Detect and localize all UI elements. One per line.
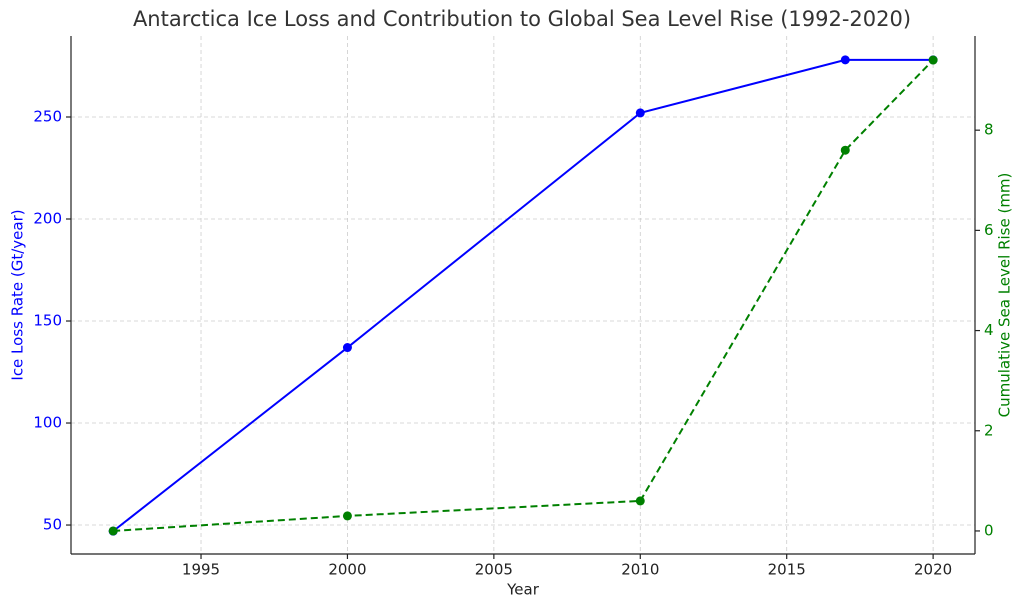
y2-tick-label: 6 bbox=[984, 221, 994, 239]
data-point bbox=[840, 145, 850, 155]
data-point bbox=[635, 496, 645, 506]
y-tick-label: 250 bbox=[33, 107, 62, 125]
y-tick-label: 50 bbox=[43, 516, 62, 534]
x-tick-label: 2010 bbox=[621, 561, 659, 579]
x-tick-label: 2005 bbox=[475, 561, 513, 579]
y2-tick-label: 2 bbox=[984, 421, 994, 439]
x-tick-label: 2015 bbox=[768, 561, 806, 579]
data-point bbox=[928, 55, 938, 65]
y2-axis-label: Cumulative Sea Level Rise (mm) bbox=[996, 173, 1014, 418]
data-point bbox=[342, 511, 352, 521]
y-tick-label: 150 bbox=[33, 312, 62, 330]
y-tick-label: 100 bbox=[33, 414, 62, 432]
data-point bbox=[108, 526, 118, 536]
x-tick-label: 2000 bbox=[328, 561, 366, 579]
data-point bbox=[635, 108, 645, 118]
y2-tick-label: 4 bbox=[984, 321, 994, 339]
y-axis-label: Ice Loss Rate (Gt/year) bbox=[9, 209, 27, 380]
data-point bbox=[342, 343, 352, 353]
y2-tick-label: 0 bbox=[984, 521, 994, 539]
series-line bbox=[112, 58, 934, 532]
chart-title: Antarctica Ice Loss and Contribution to … bbox=[133, 7, 911, 31]
x-axis-label: Year bbox=[506, 581, 540, 599]
y2-tick-label: 8 bbox=[984, 121, 994, 139]
y-tick-label: 200 bbox=[33, 210, 62, 228]
data-point bbox=[840, 55, 850, 65]
series-line bbox=[113, 59, 934, 532]
x-tick-label: 2020 bbox=[914, 561, 952, 579]
x-tick-label: 1995 bbox=[182, 561, 220, 579]
